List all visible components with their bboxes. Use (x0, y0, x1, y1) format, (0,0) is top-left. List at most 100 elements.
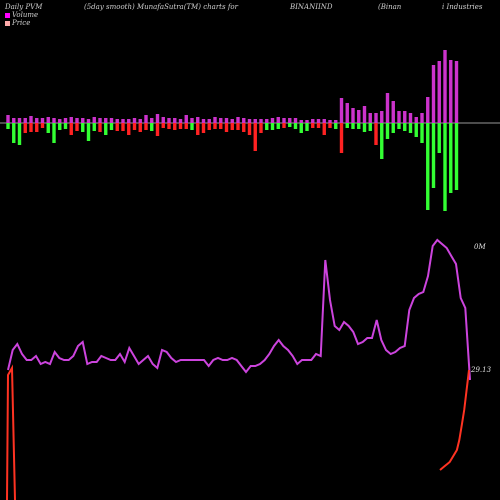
volume-down-bar (167, 123, 171, 129)
volume-up-bar (293, 118, 298, 123)
volume-down-bar (328, 123, 332, 128)
volume-down-bar (81, 123, 85, 132)
volume-up-bar (305, 120, 309, 123)
volume-down-bar (155, 123, 160, 136)
volume-down-bar (121, 123, 125, 131)
volume-up-bar (357, 110, 361, 123)
volume-down-bar (299, 123, 303, 133)
volume-up-bar (35, 118, 39, 123)
volume-up-bar (98, 118, 102, 123)
volume-down-bar (259, 123, 263, 133)
volume-up-bar (454, 61, 459, 123)
volume-up-bar (184, 115, 188, 123)
title-symbol: BINANIIND (290, 3, 333, 11)
volume-down-bar (443, 123, 447, 211)
volume-up-bar (420, 113, 424, 123)
volume-down-bar (115, 123, 119, 131)
volume-down-bar (397, 123, 401, 129)
volume-down-bar (242, 123, 246, 132)
volume-up-bar (299, 120, 303, 123)
volume-up-bar (437, 61, 441, 123)
volume-up-bar (345, 103, 349, 123)
volume-down-bar (437, 123, 441, 153)
volume-down-bar (334, 123, 338, 129)
volume-down-bar (449, 123, 453, 193)
volume-up-bar (190, 118, 194, 123)
volume-up-bar (75, 118, 79, 123)
volume-down-bar (17, 123, 22, 145)
volume-down-bar (454, 123, 459, 190)
legend-volume-label: Volume (12, 11, 39, 19)
volume-down-bar (224, 123, 229, 132)
volume-up-bar (247, 119, 252, 123)
volume-up-bar (155, 114, 160, 123)
volume-up-bar (167, 118, 171, 123)
volume-up-bar (282, 118, 286, 123)
volume-down-bar (92, 123, 96, 131)
volume-swatch (5, 12, 10, 18)
volume-down-bar (391, 123, 395, 133)
volume-down-bar (357, 123, 361, 129)
volume-down-bar (276, 123, 280, 129)
volume-down-bar (207, 123, 211, 130)
volume-up-bar (144, 115, 148, 123)
volume-up-bar (127, 119, 131, 123)
volume-up-bar (230, 119, 234, 123)
volume-down-bar (385, 123, 390, 139)
volume-down-bar (98, 123, 102, 132)
volume-up-bar (115, 119, 119, 123)
volume-down-bar (339, 123, 344, 153)
volume-up-bar (391, 101, 395, 123)
volume-down-bar (374, 123, 378, 145)
volume-down-bar (40, 123, 45, 128)
title-mid: (5day smooth) MunafaSutra(TM) charts for (84, 3, 238, 11)
volume-up-bar (173, 118, 177, 123)
volume-up-bar (351, 108, 355, 123)
volume-up-bar (426, 97, 430, 123)
volume-down-bar (368, 123, 372, 131)
volume-down-bar (316, 123, 321, 128)
volume-down-bar (109, 123, 114, 130)
volume-up-bar (368, 113, 372, 123)
volume-down-bar (12, 123, 16, 143)
title-company-a: (Binan (378, 3, 402, 11)
volume-up-bar (138, 119, 142, 123)
volume-down-bar (46, 123, 50, 133)
volume-line (7, 238, 471, 381)
volume-up-bar (414, 117, 418, 123)
volume-up-bar (17, 118, 22, 123)
volume-up-bar (449, 60, 453, 123)
volume-down-bar (408, 123, 413, 133)
volume-up-bar (213, 117, 217, 123)
volume-up-bar (316, 119, 321, 123)
volume-up-bar (403, 111, 407, 123)
volume-down-bar (420, 123, 424, 143)
volume-value-label: 0M (474, 243, 486, 251)
title-left: Daily PVM (5, 3, 43, 11)
volume-up-bar (121, 119, 125, 123)
volume-up-bar (224, 118, 229, 123)
volume-down-bar (63, 123, 68, 129)
volume-down-bar (282, 123, 286, 128)
price-swatch (5, 20, 10, 26)
price-line-left (6, 364, 16, 500)
volume-up-bar (270, 118, 275, 123)
volume-up-bar (328, 120, 332, 123)
volume-up-bar (178, 119, 183, 123)
volume-up-bar (86, 119, 91, 123)
volume-up-bar (380, 111, 384, 123)
volume-down-bar (132, 123, 137, 130)
volume-down-bar (322, 123, 326, 135)
volume-up-bar (339, 98, 344, 123)
volume-up-bar (322, 119, 326, 123)
volume-down-bar (288, 123, 292, 127)
volume-down-bar (403, 123, 407, 131)
volume-down-bar (293, 123, 298, 129)
volume-up-bar (311, 119, 315, 123)
volume-down-bar (173, 123, 177, 130)
volume-down-bar (426, 123, 430, 210)
volume-down-bar (431, 123, 436, 188)
volume-down-bar (86, 123, 91, 141)
volume-up-bar (150, 118, 154, 123)
